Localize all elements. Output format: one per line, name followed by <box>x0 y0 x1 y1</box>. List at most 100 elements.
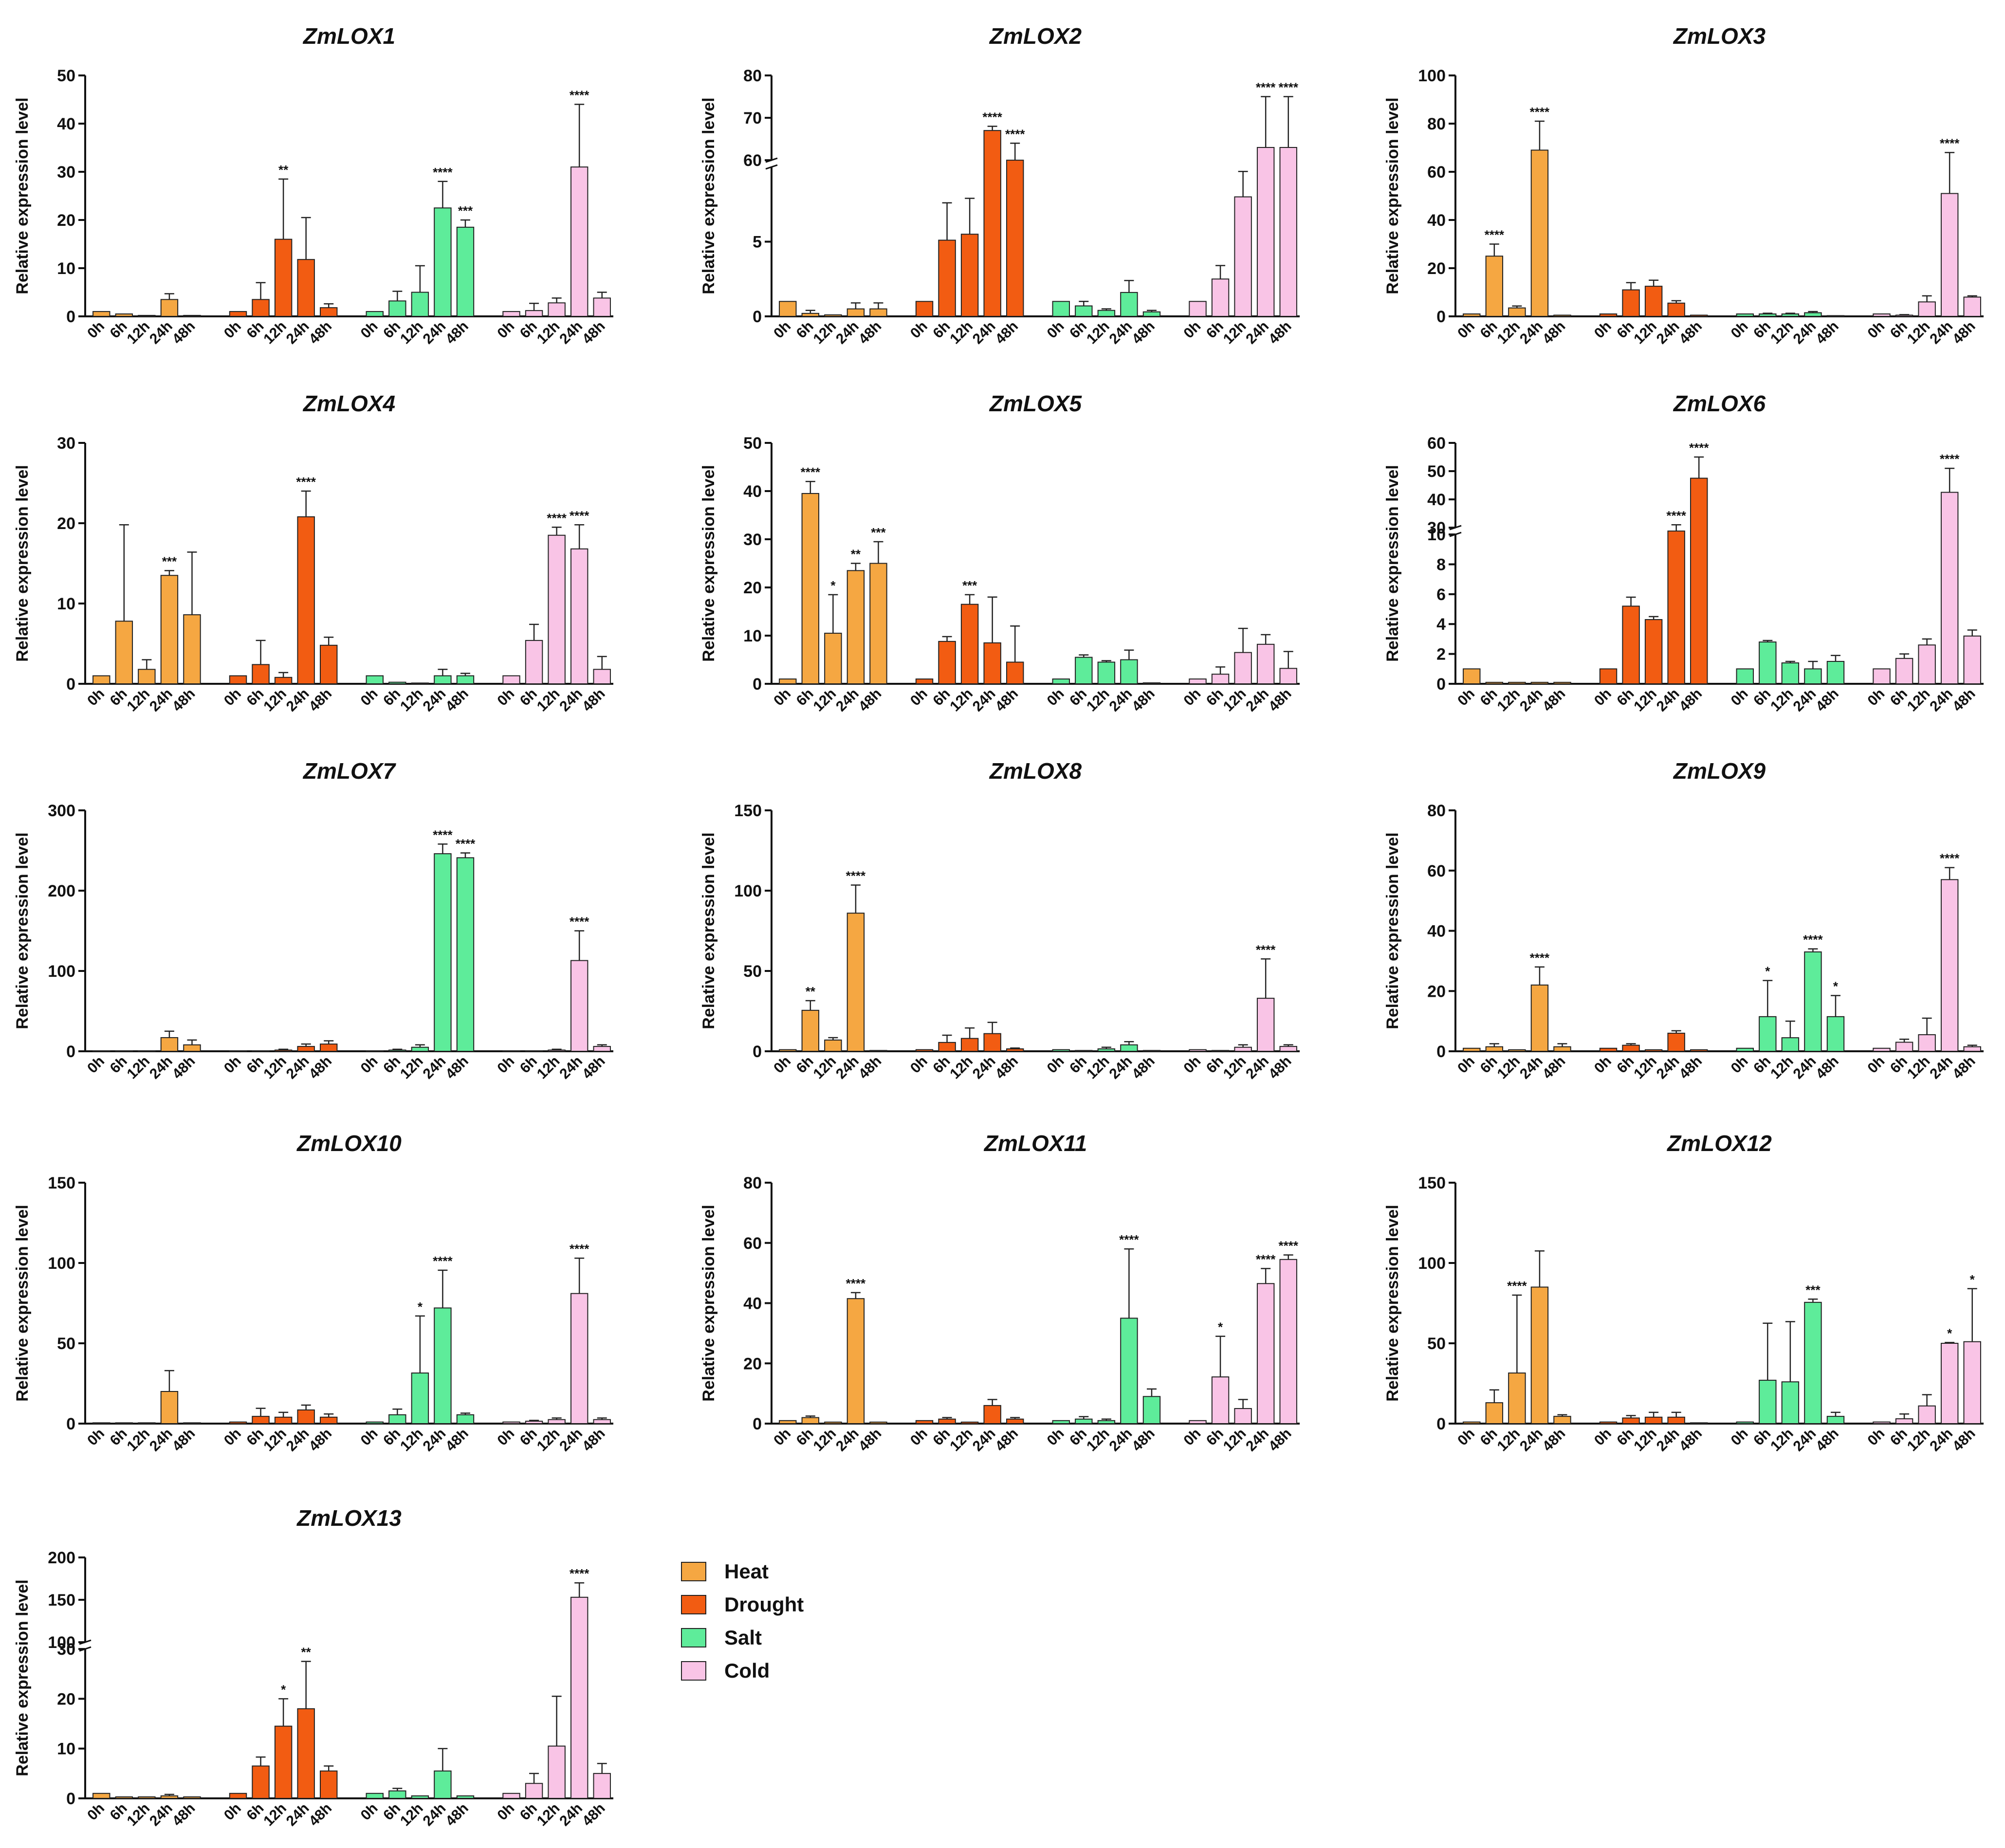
x-tick-label: 0h <box>1728 1053 1751 1077</box>
bar-heat-6h <box>801 493 820 684</box>
bar-drought-0h <box>1599 1047 1618 1052</box>
chart-panel-4: ZmLOX4 Relative expression level 0 10 20 30 0h… <box>13 391 613 715</box>
bar-drought-6h <box>252 1416 270 1424</box>
bar-cold-6h <box>1895 658 1913 685</box>
x-tick-label: 24h <box>833 686 862 715</box>
significance-label: **** <box>982 110 1002 124</box>
significance-label: **** <box>1689 440 1709 455</box>
x-tick-label: 24h <box>420 1800 449 1830</box>
bar-drought-6h <box>1622 289 1640 317</box>
x-tick-label: 12h <box>124 1800 153 1830</box>
x-tick-label: 24h <box>970 686 999 715</box>
bar-drought-6h <box>1622 1417 1640 1424</box>
bar-drought-0h <box>229 311 247 317</box>
y-tick-label: 0 <box>1436 308 1446 326</box>
bar-heat-0h <box>92 1793 110 1799</box>
significance-label: **** <box>1530 105 1550 119</box>
bar-salt-24h <box>1804 1301 1822 1425</box>
x-tick-label: 0h <box>1180 1426 1204 1449</box>
bar-heat-6h <box>1485 256 1504 317</box>
significance-label: * <box>281 1682 286 1697</box>
bar-drought-0h <box>915 678 934 684</box>
x-tick-label: 12h <box>1084 1426 1113 1455</box>
bar-cold-24h <box>1256 146 1275 317</box>
bar-drought-24h <box>1667 531 1685 684</box>
significance-label: ** <box>851 547 861 562</box>
x-tick-label: 0h <box>1591 318 1615 342</box>
bar-heat-0h <box>779 301 797 317</box>
significance-label: **** <box>846 1276 866 1291</box>
bar-salt-24h <box>434 675 452 684</box>
y-tick-label: 10 <box>57 595 75 613</box>
bar-heat-48h <box>869 1421 887 1424</box>
x-tick-label: 0h <box>221 686 244 709</box>
x-tick-label: 48h <box>1676 686 1705 715</box>
y-tick-label: 30 <box>57 434 75 453</box>
x-tick-label: 0h <box>358 1426 381 1449</box>
x-tick-label: 0h <box>771 1426 794 1449</box>
bar-heat-12h <box>824 1421 842 1424</box>
x-tick-label: 0h <box>771 1053 794 1077</box>
x-tick-label: 12h <box>1767 686 1797 715</box>
chart-panel-2: ZmLOX2 Relative expression level 0 5 60 70 80 0… <box>699 23 1300 348</box>
x-tick-label: 12h <box>947 318 976 348</box>
x-tick-label: 0h <box>1591 686 1615 709</box>
y-axis-label: Relative expression level <box>1383 1205 1402 1401</box>
significance-label: **** <box>547 511 567 525</box>
y-tick-label: 40 <box>1427 491 1446 509</box>
x-tick-label: 0h <box>1864 686 1888 709</box>
x-tick-label: 48h <box>1676 1426 1705 1455</box>
x-tick-label: 24h <box>1106 1426 1135 1455</box>
bar-cold-48h <box>593 669 611 685</box>
y-tick-label: 20 <box>1427 259 1446 278</box>
y-axis-label: Relative expression level <box>13 97 32 294</box>
bar-cold-0h <box>1873 313 1891 317</box>
y-tick-label: 20 <box>743 579 762 597</box>
bar-drought-0h <box>1599 1421 1618 1424</box>
x-tick-label: 48h <box>579 1800 608 1830</box>
bar-heat-0h <box>92 1422 110 1425</box>
bar-heat-24h <box>160 299 179 317</box>
chart-panel-7: ZmLOX7 Relative expression level 0 100 200 30… <box>13 758 613 1082</box>
bar-cold-0h <box>502 675 520 684</box>
x-tick-label: 12h <box>1904 1426 1933 1455</box>
bar-salt-48h <box>1142 311 1161 317</box>
y-tick-label: 80 <box>1427 115 1446 133</box>
x-tick-label: 24h <box>1243 1053 1272 1082</box>
bar-drought-24h <box>297 1708 315 1799</box>
x-tick-label: 48h <box>992 318 1021 348</box>
bar-salt-0h <box>1736 1421 1754 1424</box>
x-tick-label: 24h <box>556 1053 586 1082</box>
significance-label: * <box>1833 979 1839 994</box>
bar-cold-48h <box>1963 1046 1981 1052</box>
x-tick-label: 24h <box>420 1053 449 1082</box>
y-axis-label: Relative expression level <box>1383 832 1402 1029</box>
y-tick-label: 10 <box>57 1740 75 1758</box>
x-tick-label: 12h <box>260 1426 290 1455</box>
x-tick-label: 24h <box>283 1800 313 1830</box>
bar-cold-0h <box>1189 301 1207 317</box>
y-tick-label: 4 <box>1436 615 1446 634</box>
x-tick-label: 48h <box>1540 1053 1569 1082</box>
x-tick-label: 0h <box>1591 1053 1615 1077</box>
bar-cold-6h <box>1895 314 1913 317</box>
x-tick-label: 12h <box>260 1800 290 1830</box>
y-tick-label: 0 <box>66 308 75 326</box>
y-tick-label: 200 <box>48 1549 75 1567</box>
x-tick-label: 24h <box>1790 686 1819 715</box>
x-tick-label: 48h <box>1950 1053 1979 1082</box>
x-tick-label: 12h <box>397 1800 426 1830</box>
bar-salt-6h <box>388 1790 406 1799</box>
bar-drought-6h <box>938 239 956 317</box>
bar-salt-12h <box>1097 1420 1116 1424</box>
x-tick-label: 48h <box>856 1426 885 1455</box>
bar-cold-48h <box>1279 668 1297 684</box>
y-tick-label: 0 <box>1436 1043 1446 1061</box>
x-tick-label: 48h <box>169 318 199 348</box>
x-tick-label: 24h <box>1927 686 1956 715</box>
bar-drought-0h <box>229 1421 247 1424</box>
x-tick-label: 12h <box>397 318 426 348</box>
x-tick-label: 12h <box>1767 1053 1797 1082</box>
bar-drought-12h <box>274 1416 293 1425</box>
bar-salt-12h <box>1097 310 1116 317</box>
